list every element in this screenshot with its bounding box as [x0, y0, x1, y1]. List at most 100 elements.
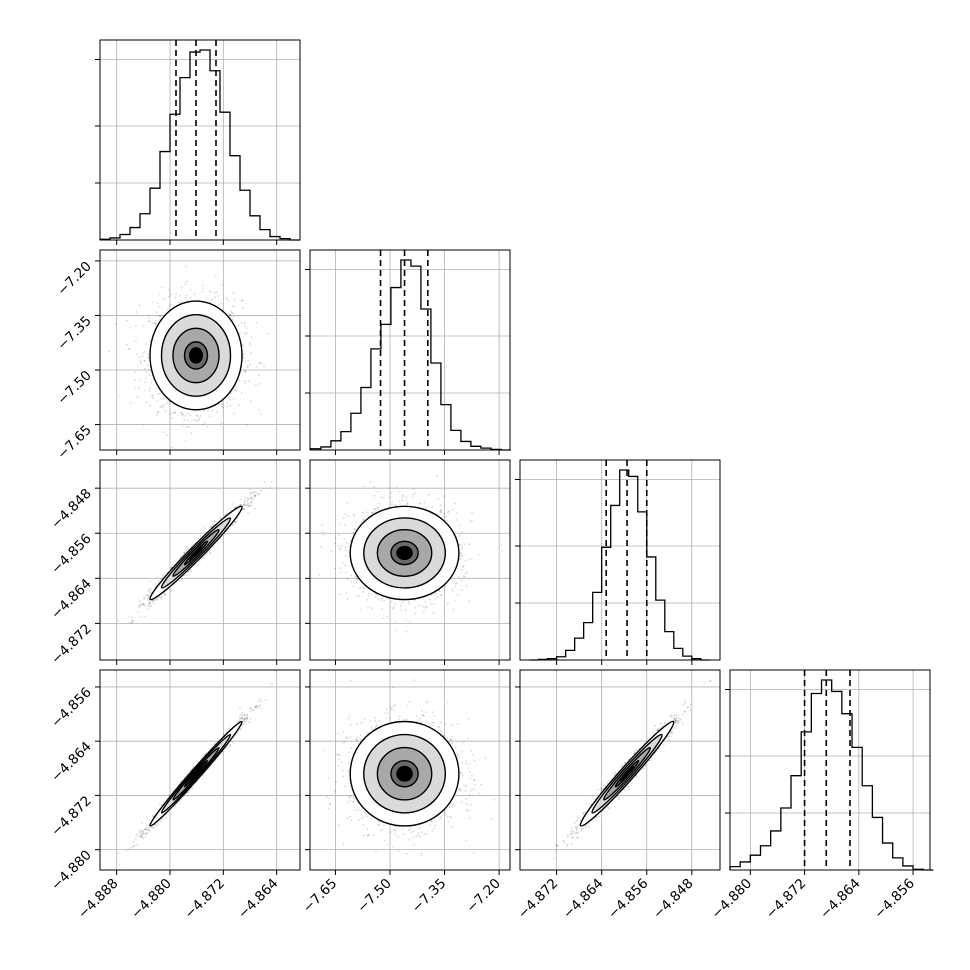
scatter-point: [143, 360, 146, 362]
scatter-point: [404, 609, 407, 612]
scatter-point: [447, 510, 450, 513]
scatter-point: [216, 295, 219, 297]
scatter-point: [500, 544, 503, 546]
scatter-point: [440, 508, 443, 511]
scatter-point: [209, 552, 212, 555]
scatter-point: [405, 630, 408, 633]
scatter-point: [251, 502, 253, 504]
scatter-point: [246, 365, 249, 367]
scatter-point: [211, 409, 214, 412]
scatter-point: [149, 387, 151, 390]
scatter-point: [189, 414, 192, 416]
scatter-point: [259, 489, 262, 492]
scatter-point: [242, 508, 244, 511]
scatter-point: [169, 588, 171, 591]
scatter-point: [148, 340, 151, 342]
scatter-point: [246, 366, 249, 368]
scatter-point: [252, 498, 255, 500]
scatter-point: [162, 574, 165, 576]
scatter-point: [118, 395, 121, 398]
scatter-point: [371, 512, 374, 515]
scatter-point: [235, 505, 238, 507]
scatter-point: [211, 546, 214, 548]
scatter-point: [170, 293, 172, 296]
scatter-point: [219, 404, 222, 406]
scatter-point: [159, 392, 161, 395]
scatter-point: [127, 615, 130, 617]
scatter-point: [186, 299, 189, 302]
scatter-point: [456, 594, 459, 596]
scatter-point: [245, 504, 248, 506]
scatter-point: [152, 397, 155, 400]
scatter-point: [179, 295, 181, 297]
scatter-point: [423, 501, 426, 504]
scatter-point: [380, 598, 382, 601]
scatter-point: [401, 494, 404, 496]
scatter-point: [148, 320, 151, 323]
scatter-point: [440, 511, 442, 514]
scatter-point: [240, 321, 243, 324]
scatter-point: [186, 549, 188, 551]
scatter-point: [242, 353, 245, 356]
scatter-point: [233, 521, 236, 524]
scatter-point: [245, 496, 248, 499]
scatter-point: [334, 537, 337, 539]
scatter-point: [459, 558, 462, 560]
scatter-point: [183, 552, 186, 554]
scatter-point: [217, 403, 220, 406]
scatter-point: [170, 303, 172, 306]
scatter-point: [148, 602, 151, 605]
scatter-point: [453, 608, 455, 611]
scatter-point: [429, 598, 431, 601]
scatter-point: [398, 490, 401, 493]
scatter-point: [376, 507, 379, 509]
scatter-point: [239, 504, 242, 506]
scatter-point: [412, 493, 415, 496]
scatter-point: [260, 362, 263, 364]
scatter-point: [184, 440, 187, 442]
scatter-point: [156, 413, 158, 416]
scatter-point: [222, 406, 224, 409]
scatter-point: [243, 356, 245, 359]
scatter-point: [244, 382, 247, 385]
scatter-point: [190, 432, 193, 434]
scatter-point: [164, 593, 167, 595]
scatter-point: [250, 352, 252, 354]
scatter-point: [432, 612, 435, 615]
scatter-point: [143, 615, 146, 618]
scatter-point: [247, 502, 250, 505]
scatter-point: [178, 557, 181, 560]
scatter-point: [154, 322, 157, 325]
scatter-point: [242, 507, 245, 510]
scatter-point: [181, 414, 184, 417]
x-tick-label: −4.856: [871, 876, 918, 923]
scatter-point: [374, 508, 376, 510]
scatter-point: [228, 398, 231, 401]
scatter-point: [147, 605, 149, 607]
y-tick-label: −4.848: [48, 486, 95, 533]
scatter-point: [395, 486, 398, 489]
scatter-point: [197, 537, 200, 540]
scatter-point: [117, 619, 120, 622]
scatter-point: [401, 601, 404, 604]
scatter-point: [254, 496, 257, 498]
scatter-point: [177, 302, 180, 304]
scatter-point: [412, 488, 415, 491]
scatter-point: [203, 409, 206, 412]
scatter-point: [161, 405, 164, 407]
scatter-point: [235, 520, 237, 523]
scatter-point: [250, 499, 253, 502]
scatter-point: [391, 503, 394, 506]
scatter-point: [202, 284, 204, 287]
scatter-point: [243, 369, 246, 372]
scatter-point: [143, 359, 146, 362]
scatter-point: [234, 389, 237, 391]
scatter-point: [339, 593, 341, 595]
scatter-point: [229, 316, 232, 318]
scatter-point: [211, 298, 214, 301]
scatter-point: [237, 324, 240, 327]
scatter-point: [243, 503, 246, 506]
scatter-point: [143, 389, 146, 392]
scatter-point: [228, 314, 231, 317]
scatter-point: [148, 605, 151, 608]
